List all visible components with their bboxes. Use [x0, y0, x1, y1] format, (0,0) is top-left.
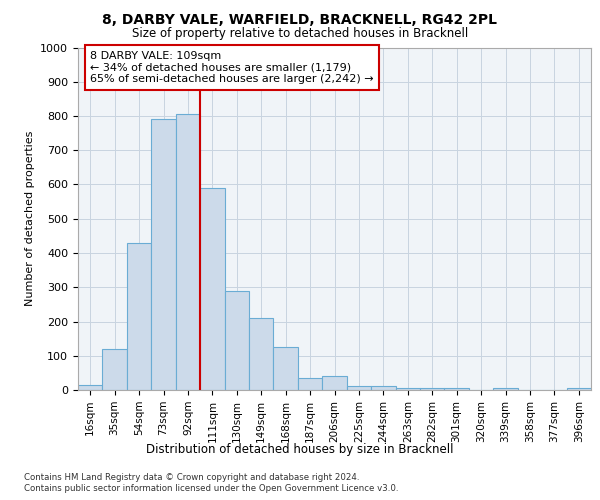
Text: Contains HM Land Registry data © Crown copyright and database right 2024.: Contains HM Land Registry data © Crown c…: [24, 472, 359, 482]
Bar: [493, 388, 518, 390]
Bar: [127, 242, 151, 390]
Bar: [566, 388, 591, 390]
Bar: [249, 318, 274, 390]
Bar: [420, 388, 445, 390]
Text: Contains public sector information licensed under the Open Government Licence v3: Contains public sector information licen…: [24, 484, 398, 493]
Bar: [200, 188, 224, 390]
Bar: [176, 114, 200, 390]
Bar: [347, 386, 371, 390]
Bar: [151, 120, 176, 390]
Text: Size of property relative to detached houses in Bracknell: Size of property relative to detached ho…: [132, 28, 468, 40]
Bar: [78, 385, 103, 390]
Text: Distribution of detached houses by size in Bracknell: Distribution of detached houses by size …: [146, 442, 454, 456]
Text: 8 DARBY VALE: 109sqm
← 34% of detached houses are smaller (1,179)
65% of semi-de: 8 DARBY VALE: 109sqm ← 34% of detached h…: [90, 51, 374, 84]
Text: 8, DARBY VALE, WARFIELD, BRACKNELL, RG42 2PL: 8, DARBY VALE, WARFIELD, BRACKNELL, RG42…: [103, 12, 497, 26]
Bar: [322, 376, 347, 390]
Bar: [445, 388, 469, 390]
Bar: [371, 386, 395, 390]
Bar: [103, 349, 127, 390]
Bar: [224, 290, 249, 390]
Bar: [395, 388, 420, 390]
Y-axis label: Number of detached properties: Number of detached properties: [25, 131, 35, 306]
Bar: [274, 347, 298, 390]
Bar: [298, 378, 322, 390]
